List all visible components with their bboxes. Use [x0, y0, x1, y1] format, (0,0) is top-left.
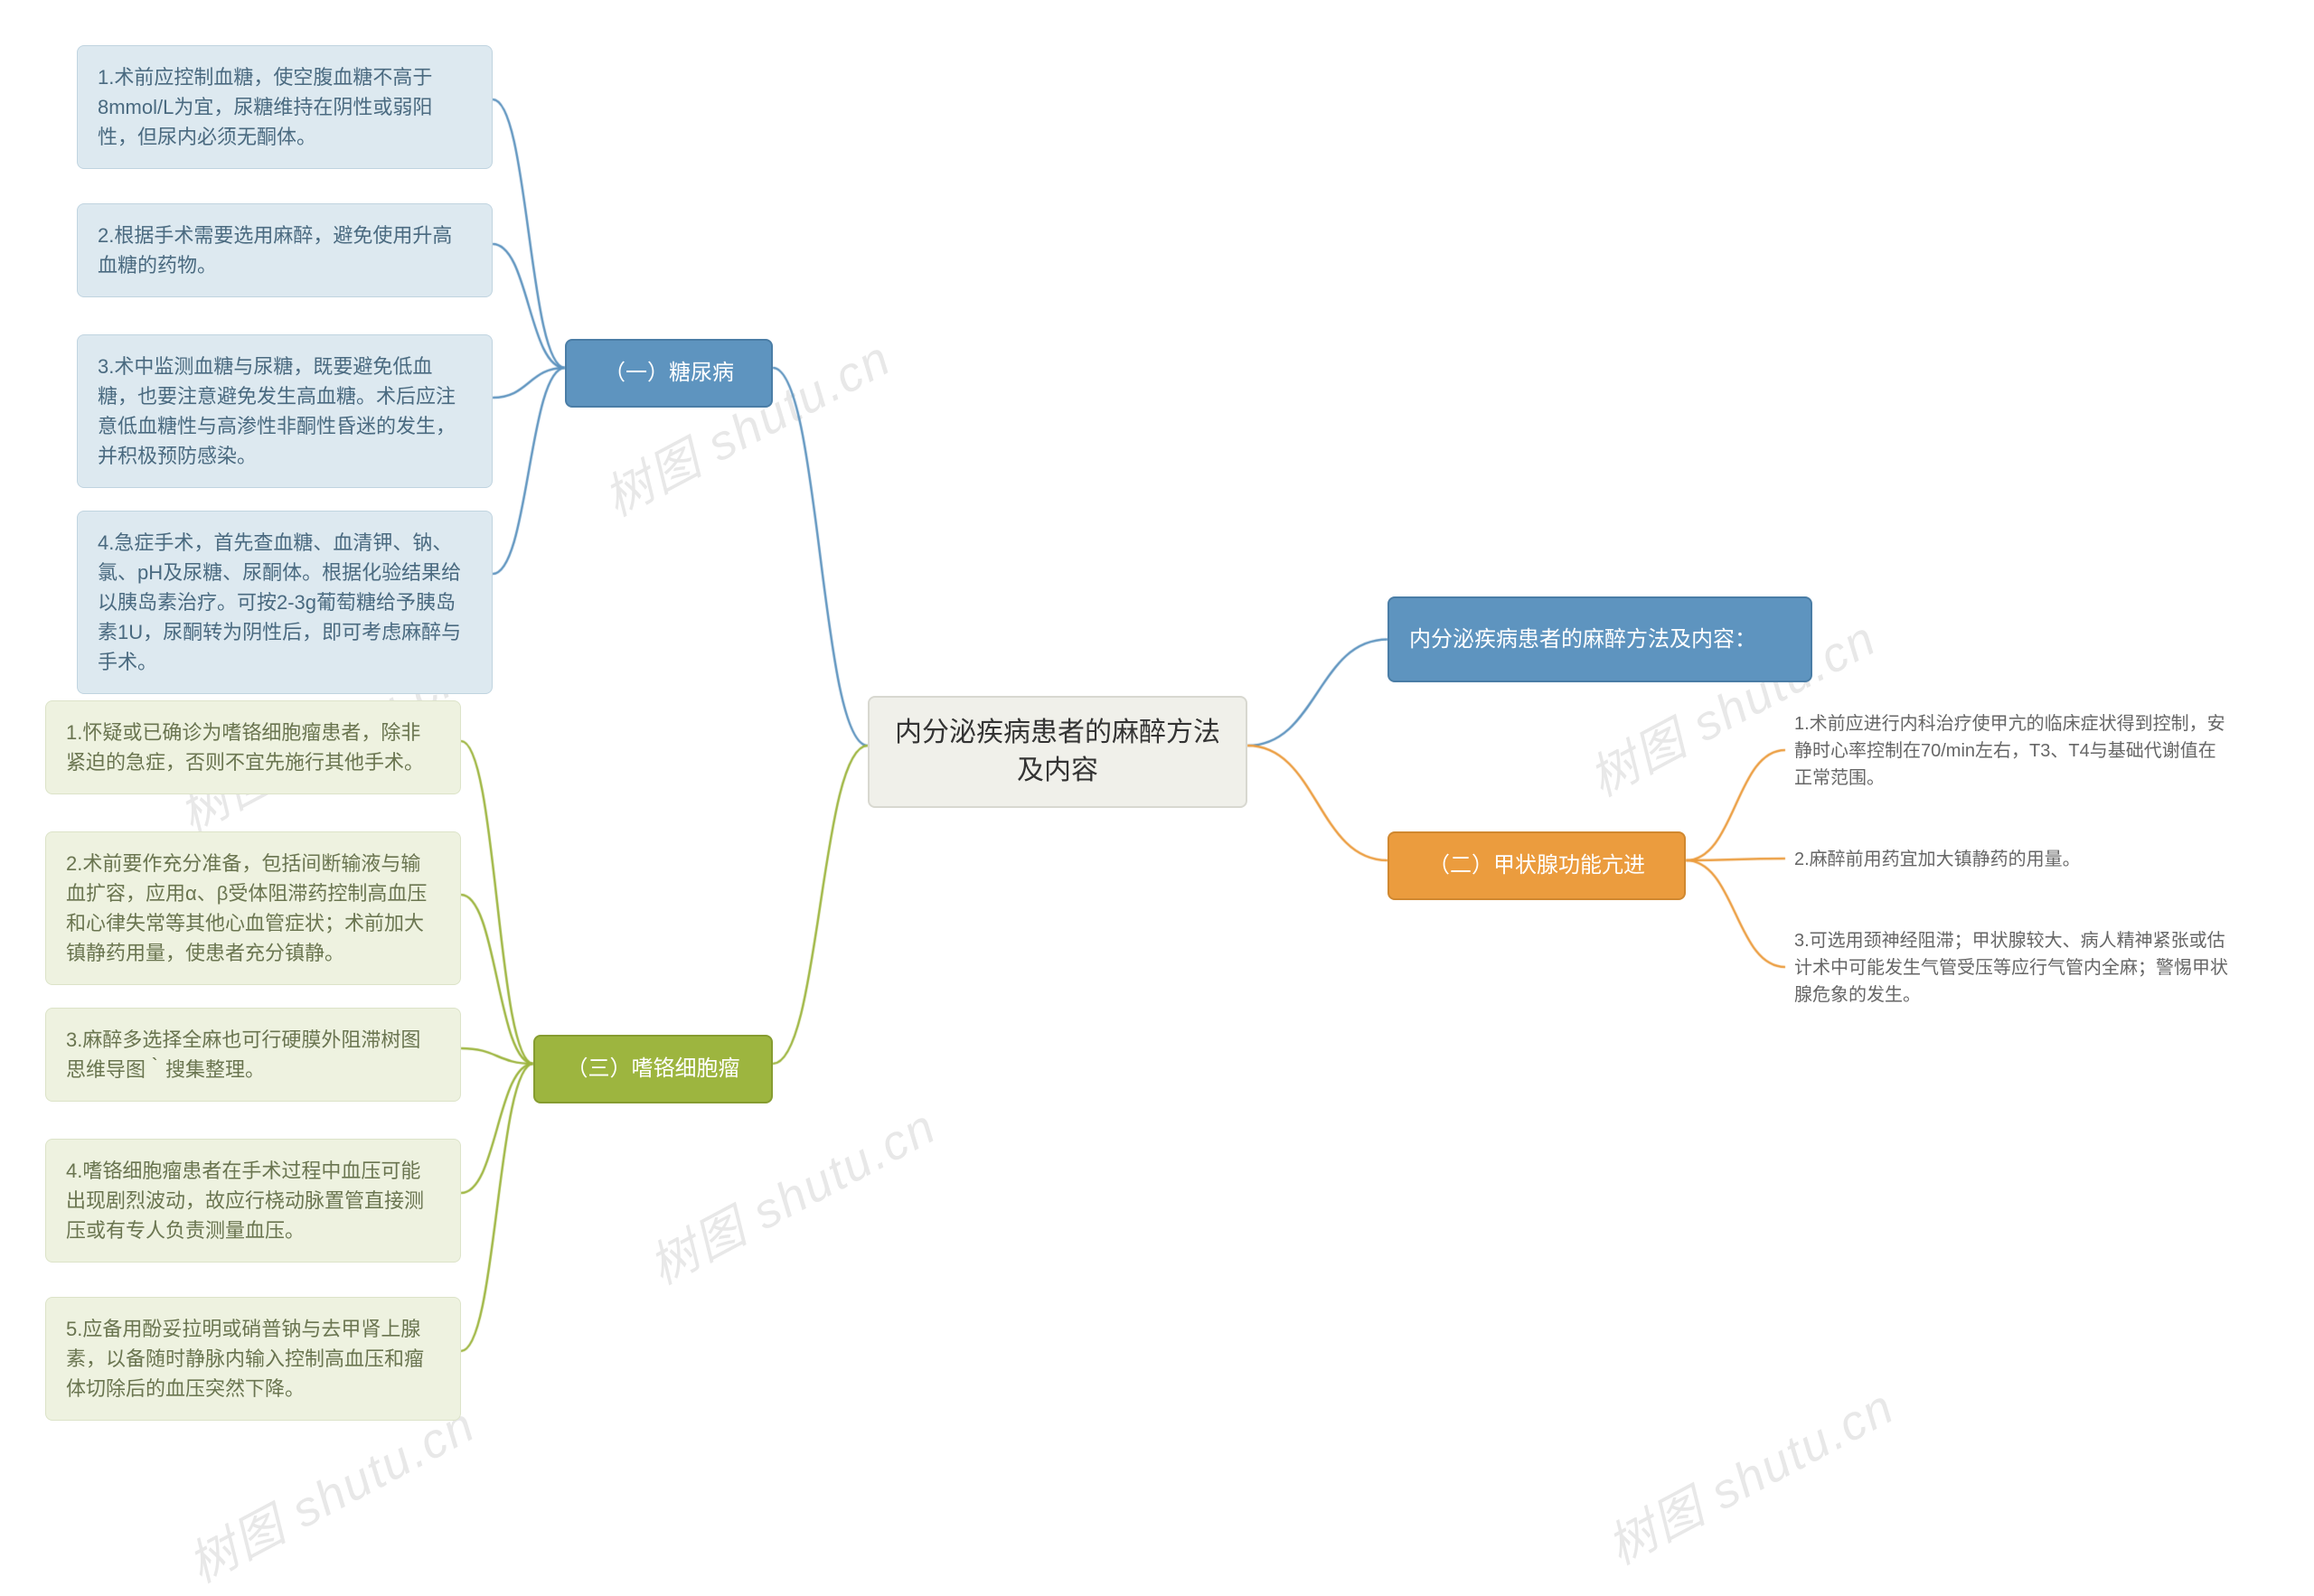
diabetes-leaf-3: 3.术中监测血糖与尿糖，既要避免低血糖，也要注意避免发生高血糖。术后应注意低血糖… — [77, 334, 493, 488]
hyperthyroidism-leaf-2: 2.麻醉前用药宜加大镇静药的用量。 — [1785, 840, 2237, 878]
branch3-label: （三）嗜铬细胞瘤 — [567, 1053, 740, 1085]
pheo-leaf-4: 4.嗜铬细胞瘤患者在手术过程中血压可能出现剧烈波动，故应行桡动脉置管直接测压或有… — [45, 1139, 461, 1263]
branch1-label: （一）糖尿病 — [604, 357, 734, 390]
pheo-leaf-2: 2.术前要作充分准备，包括间断输液与输血扩容，应用α、β受体阻滞药控制高血压和心… — [45, 831, 461, 985]
diabetes-leaf-4: 4.急症手术，首先查血糖、血清钾、钠、氯、pH及尿糖、尿酮体。根据化验结果给以胰… — [77, 511, 493, 694]
pheo-leaf-5: 5.应备用酚妥拉明或硝普钠与去甲肾上腺素，以备随时静脉内输入控制高血压和瘤体切除… — [45, 1297, 461, 1421]
center-text: 内分泌疾病患者的麻醉方法及内容 — [889, 714, 1226, 790]
branch2-label: （二）甲状腺功能亢进 — [1428, 850, 1645, 882]
diabetes-leaf-1: 1.术前应控制血糖，使空腹血糖不高于8mmol/L为宜，尿糖维持在阴性或弱阳性，… — [77, 45, 493, 169]
intro-node: 内分泌疾病患者的麻醉方法及内容： — [1387, 596, 1812, 682]
intro-text: 内分泌疾病患者的麻醉方法及内容： — [1409, 624, 1756, 656]
diabetes-leaf-2: 2.根据手术需要选用麻醉，避免使用升高血糖的药物。 — [77, 203, 493, 297]
hyperthyroidism-leaf-3: 3.可选用颈神经阻滞；甲状腺较大、病人精神紧张或估计术中可能发生气管受压等应行气… — [1785, 922, 2237, 1014]
branch-diabetes: （一）糖尿病 — [565, 339, 773, 408]
branch-hyperthyroidism: （二）甲状腺功能亢进 — [1387, 831, 1686, 900]
pheo-leaf-3: 3.麻醉多选择全麻也可行硬膜外阻滞树图思维导图｀搜集整理。 — [45, 1008, 461, 1102]
center-node: 内分泌疾病患者的麻醉方法及内容 — [868, 696, 1247, 808]
pheo-leaf-1: 1.怀疑或已确诊为嗜铬细胞瘤患者，除非紧迫的急症，否则不宜先施行其他手术。 — [45, 700, 461, 794]
hyperthyroidism-leaf-1: 1.术前应进行内科治疗使甲亢的临床症状得到控制，安静时心率控制在70/min左右… — [1785, 705, 2237, 797]
branch-pheochromocytoma: （三）嗜铬细胞瘤 — [533, 1035, 773, 1103]
